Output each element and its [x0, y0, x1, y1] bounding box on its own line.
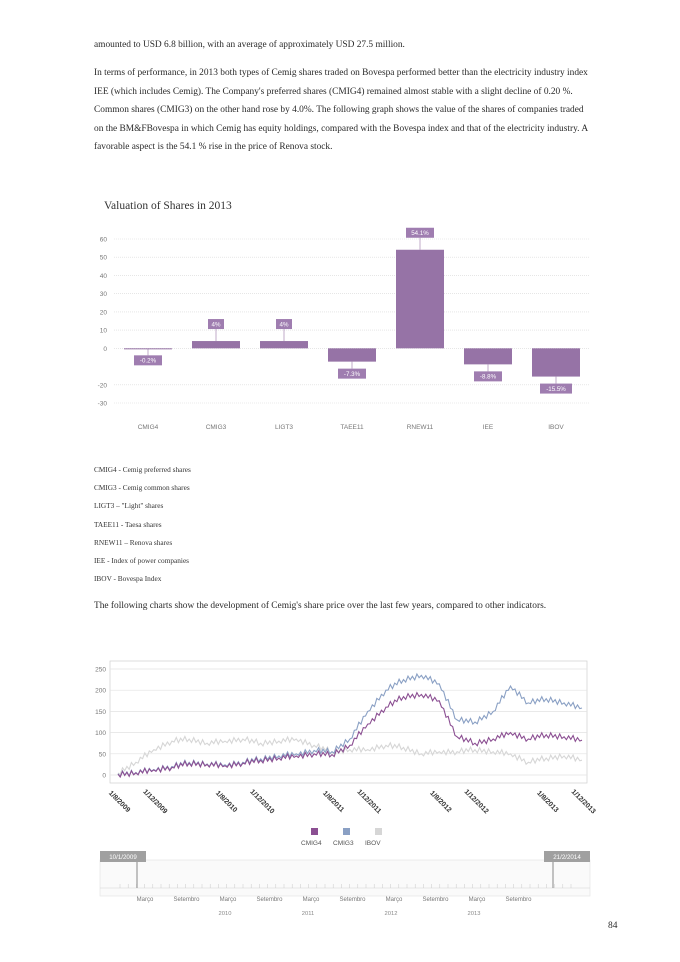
bar-taee11 [328, 348, 376, 362]
range-month-label: Setembro [339, 897, 366, 903]
range-start-label: 10/1/2009 [109, 854, 137, 861]
y-tick-label: 250 [95, 667, 106, 674]
range-start-badge[interactable] [100, 851, 146, 862]
bar-cmig3 [192, 341, 240, 349]
series-line-cmig4 [117, 691, 583, 779]
range-year-label: 2010 [219, 911, 232, 915]
series-line-ibov [117, 735, 583, 776]
bar-rnew11 [396, 249, 444, 349]
paragraph-intro: amounted to USD 6.8 billion, with an ave… [94, 40, 405, 50]
data-label-box [540, 383, 572, 394]
x-tick-label: 1/8/2009 [107, 790, 131, 814]
x-tick-label: 1/8/2011 [321, 790, 345, 814]
y-tick-label: 40 [100, 273, 108, 280]
x-tick-label: 1/12/2009 [141, 788, 168, 815]
data-label-box [406, 227, 434, 238]
legend-label-cmig4: CMIG4 [301, 840, 322, 847]
range-selector-track[interactable] [99, 859, 591, 897]
data-label-box [474, 371, 502, 382]
data-label-iee: -8.8% [480, 374, 497, 381]
x-tick-label: 1/12/2010 [248, 788, 275, 815]
y-tick-label: 60 [100, 237, 108, 244]
legend-entry-ibov: IBOV - Bovespa Index [94, 574, 162, 584]
page-number: 84 [608, 921, 618, 931]
range-month-label: Março [386, 897, 403, 903]
range-month-label: Março [303, 897, 320, 903]
x-tick-label: CMIG4 [138, 424, 159, 431]
y-tick-label: 20 [100, 309, 108, 316]
x-tick-label: TAEE11 [340, 424, 364, 431]
y-tick-label: 50 [99, 751, 107, 758]
range-month-label: Março [137, 897, 154, 903]
range-end-label: 21/2/2014 [553, 854, 581, 861]
x-tick-label: IBOV [548, 424, 564, 431]
x-tick-label: 1/8/2012 [428, 790, 452, 814]
paragraph-performance: In terms of performance, in 2013 both ty… [94, 68, 588, 152]
data-label-ibov: -15.5% [546, 386, 566, 393]
legend-swatch-ibov [375, 828, 382, 835]
data-label-cmig4: -0.2% [140, 358, 157, 365]
range-year-label: 2011 [302, 911, 314, 915]
range-month-label: Março [469, 897, 486, 903]
y-tick-label: 200 [95, 688, 106, 695]
y-tick-label: 150 [95, 709, 106, 716]
x-tick-label: LIGT3 [275, 424, 293, 431]
data-label-rnew11: 54.1% [411, 230, 429, 237]
x-tick-label: CMIG3 [206, 424, 227, 431]
y-tick-label: -20 [98, 382, 108, 389]
bar-chart-title: Valuation of Shares in 2013 [104, 200, 232, 212]
legend-label-cmig3: CMIG3 [333, 840, 354, 847]
legend-entry-cmig4: CMIG4 - Cemig preferred shares [94, 465, 191, 474]
legend-label-ibov: IBOV [365, 840, 381, 847]
x-tick-label: 1/8/2013 [535, 790, 559, 814]
y-tick-label: 10 [100, 328, 108, 335]
y-tick-label: -30 [98, 401, 108, 408]
share-price-line-chart: 250 200 150 100 50 0 1/8/2009 1/12/2009 1/8/2010… [95, 660, 597, 915]
bar-ligt3 [260, 341, 308, 349]
range-month-label: Setembro [505, 897, 532, 903]
range-month-label: Março [220, 897, 237, 903]
legend-entry-rnew11: RNEW11 – Renova shares [94, 537, 173, 547]
data-label-taee11: -7.3% [344, 371, 361, 378]
y-tick-label: 30 [100, 291, 108, 298]
x-tick-label: 1/12/2012 [463, 788, 490, 815]
x-tick-label: 1/8/2010 [214, 790, 238, 814]
x-tick-label: 1/12/2011 [355, 789, 382, 816]
range-year-label: 2013 [468, 911, 481, 915]
range-month-label: Setembro [422, 897, 449, 903]
x-tick-label: IEE [483, 424, 494, 431]
legend-swatch-cmig4 [311, 828, 318, 835]
x-tick-label: 1/12/2013 [570, 788, 597, 815]
bar-iee [464, 348, 512, 365]
legend-swatch-cmig3 [343, 828, 350, 835]
y-tick-label: 0 [103, 346, 107, 353]
y-tick-label: 0 [102, 773, 106, 780]
legend-entry-cmig3: CMIG3 - Cemig common shares [94, 483, 190, 493]
paragraph-charts-intro: The following charts show the developmen… [94, 601, 547, 611]
series-line-cmig3 [117, 672, 583, 778]
legend-entry-taee11: TAEE11 - Taesa shares [94, 519, 162, 529]
share-legend-list: CMIG4 - Cemig preferred shares CMIG3 - C… [94, 461, 191, 588]
range-month-label: Setembro [173, 897, 200, 903]
range-end-badge[interactable] [544, 851, 590, 862]
data-label-cmig3: 4% [212, 321, 221, 328]
bar-ibov [532, 348, 580, 377]
legend-entry-ligt3: LIGT3 – "Light" shares [94, 501, 164, 511]
data-label-box [208, 319, 224, 330]
data-label-box [134, 355, 162, 366]
y-tick-label: 50 [100, 255, 108, 262]
range-year-label: 2012 [385, 911, 398, 915]
data-label-box [276, 319, 292, 330]
data-label-ligt3: 4% [280, 321, 289, 328]
range-month-label: Setembro [256, 897, 283, 903]
y-tick-label: 100 [95, 730, 106, 737]
legend-entry-iee: IEE - Index of power companies [94, 556, 190, 566]
data-label-box [338, 368, 366, 379]
x-tick-label: RNEW11 [407, 424, 434, 431]
plot-area-border [109, 660, 588, 784]
valuation-bar-chart: 60 50 40 30 20 10 0 -20 -30 -0.2% CMIG4 4% CMIG3 4% LI… [98, 227, 590, 431]
